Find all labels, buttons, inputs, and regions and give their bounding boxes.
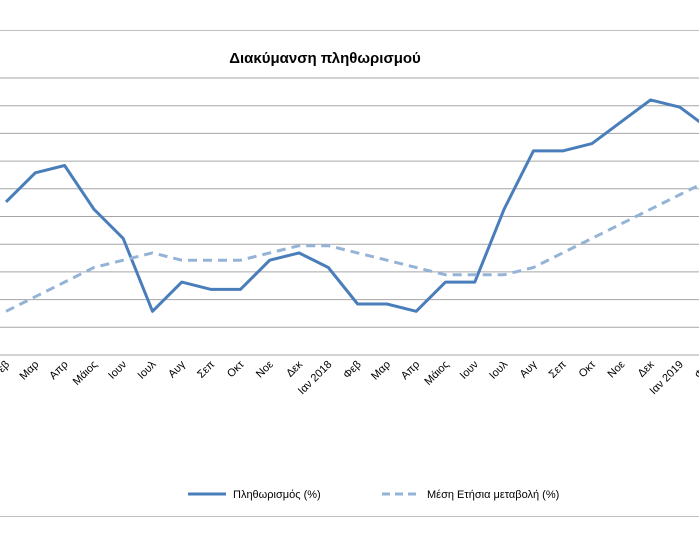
x-tick-label: Αυγ xyxy=(166,358,188,380)
series-line-annual-average xyxy=(5,183,699,313)
x-tick-label: Ιουλ xyxy=(135,358,158,381)
x-tick-label: Απρ xyxy=(399,359,422,382)
x-tick-label: Μάιος xyxy=(71,359,100,388)
x-tick-label: Φεβ xyxy=(693,359,699,382)
x-tick-label: Φεβ xyxy=(0,359,12,382)
x-tick-label: Δεκ xyxy=(636,358,657,379)
x-tick-label: Μαρ xyxy=(18,359,42,383)
x-tick-label: Απρ xyxy=(47,359,70,382)
series-lines xyxy=(4,98,699,313)
chart-frame: Διακύμανση πληθωρισμού Φεβ Μαρ Απρ Μάιος Ιου… xyxy=(0,30,699,517)
x-tick-label: Νοε xyxy=(254,359,276,381)
x-tick-label: Ιουλ xyxy=(487,358,510,381)
x-tick-label: Σεπ xyxy=(547,358,569,380)
legend-label: Μέση Ετήσια μεταβολή (%) xyxy=(427,489,559,501)
chart-title: Διακύμανση πληθωρισμού xyxy=(229,50,421,67)
x-tick-label: Νοε xyxy=(606,359,628,381)
x-tick-label: Ιουν xyxy=(106,358,129,381)
gridlines xyxy=(0,77,699,356)
x-tick-label: Σεπ xyxy=(195,358,217,380)
x-tick-label: Φεβ xyxy=(341,359,364,382)
x-tick-labels: Φεβ Μαρ Απρ Μάιος Ιουν Ιουλ Αυγ Σεπ Οκτ Νοε ΔεκΙαν… xyxy=(0,358,699,397)
x-tick-label: Αυγ xyxy=(518,358,540,380)
x-tick-label: Μάιος xyxy=(422,359,451,388)
legend-label: Πληθωρισμός (%) xyxy=(233,489,321,501)
chart-svg: Διακύμανση πληθωρισμού Φεβ Μαρ Απρ Μάιος Ιου… xyxy=(0,50,699,501)
x-tick-label: Οκτ xyxy=(577,358,599,380)
series-line-inflation xyxy=(4,98,699,313)
x-tick-label: Δεκ xyxy=(284,358,305,379)
x-tick-label: Μαρ xyxy=(369,359,393,383)
x-tick-label: Οκτ xyxy=(225,358,247,380)
legend: Πληθωρισμός (%) Μέση Ετήσια μεταβολή (%) xyxy=(188,489,559,501)
x-tick-label: Ιουν xyxy=(458,358,481,381)
